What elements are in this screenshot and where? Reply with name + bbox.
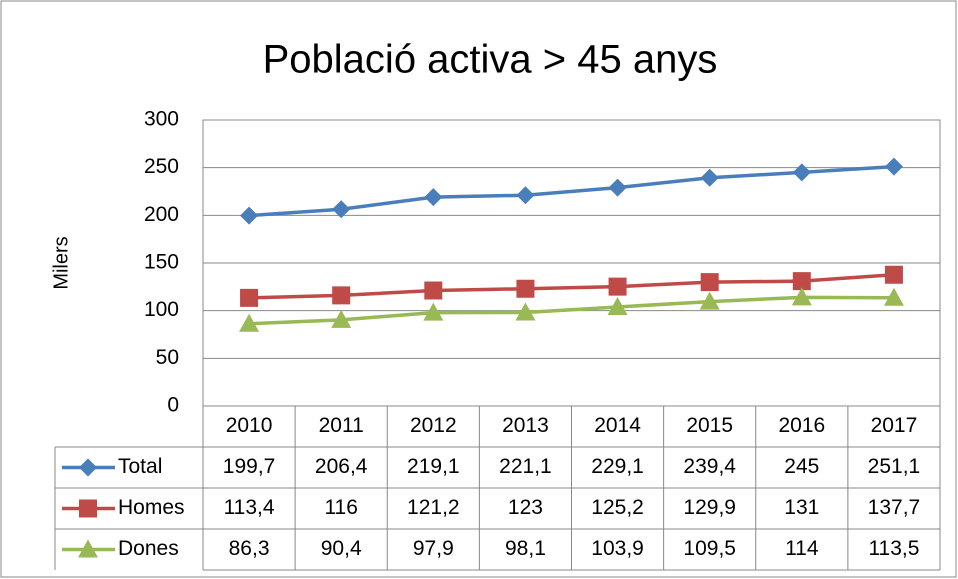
legend-label: Homes: [118, 496, 185, 519]
marker: [608, 277, 627, 296]
table-value: 245: [784, 455, 819, 478]
table-value: 129,9: [683, 496, 736, 519]
marker: [240, 288, 259, 307]
marker: [884, 157, 903, 176]
y-tick-label: 300: [144, 108, 179, 131]
legend-label: Dones: [118, 537, 179, 560]
table-value: 229,1: [591, 455, 644, 478]
marker: [608, 178, 627, 197]
table-value: 113,4: [224, 496, 275, 519]
table-value: 219,1: [407, 455, 460, 478]
x-tick-label: 2017: [871, 414, 918, 437]
marker: [883, 287, 904, 306]
table-value: 131: [784, 496, 819, 519]
y-tick-label: 50: [156, 346, 179, 369]
table-value: 109,5: [683, 537, 736, 560]
marker: [792, 272, 811, 291]
x-tick-label: 2010: [226, 414, 273, 437]
table-value: 103,9: [591, 537, 644, 560]
table-value: 90,4: [321, 537, 362, 560]
marker: [792, 163, 811, 182]
marker: [332, 286, 351, 305]
table-value: 97,9: [413, 537, 454, 560]
marker: [240, 206, 259, 225]
table-value: 114: [785, 537, 819, 560]
table-value: 221,1: [499, 455, 552, 478]
series-line: [248, 295, 894, 326]
marker: [423, 302, 444, 321]
table-value: 116: [324, 496, 357, 519]
marker: [515, 302, 536, 321]
marker: [516, 186, 535, 205]
marker: [700, 273, 719, 292]
legend-label: Total: [118, 455, 162, 478]
series-line: [249, 272, 895, 300]
table-value: 98,1: [505, 537, 546, 560]
x-tick-label: 2013: [502, 414, 549, 437]
x-tick-label: 2014: [594, 414, 641, 437]
table-value: 121,2: [407, 496, 460, 519]
x-tick-label: 2012: [410, 414, 457, 437]
y-tick-label: 0: [167, 394, 179, 417]
table-value: 123: [508, 496, 543, 519]
marker: [699, 291, 720, 310]
marker: [331, 309, 352, 328]
marker: [79, 458, 97, 477]
marker: [884, 265, 903, 284]
x-tick-label: 2015: [686, 414, 733, 437]
table-value: 251,1: [868, 455, 921, 478]
table-value: 137,7: [868, 496, 921, 519]
marker: [79, 499, 97, 518]
marker: [78, 539, 98, 558]
table-value: 113,5: [868, 537, 919, 560]
marker: [791, 287, 812, 306]
x-tick-label: 2016: [778, 414, 825, 437]
table-value: 239,4: [683, 455, 736, 478]
marker: [607, 296, 628, 315]
chart-title: Població activa > 45 anys: [263, 38, 718, 82]
y-tick-label: 100: [144, 298, 179, 321]
table-value: 206,4: [315, 455, 368, 478]
marker: [332, 200, 351, 219]
table-value: 86,3: [229, 537, 270, 560]
y-tick-label: 200: [144, 203, 179, 226]
table-value: 199,7: [223, 455, 276, 478]
x-tick-label: 2011: [319, 414, 364, 437]
y-tick-label: 250: [144, 155, 179, 178]
marker: [239, 313, 260, 332]
marker: [424, 281, 443, 300]
marker: [700, 168, 719, 187]
table-value: 125,2: [591, 496, 644, 519]
y-axis-label: Milers: [50, 236, 72, 289]
marker: [516, 279, 535, 298]
series-line: [248, 164, 895, 218]
y-tick-label: 150: [144, 251, 179, 274]
marker: [424, 188, 443, 207]
